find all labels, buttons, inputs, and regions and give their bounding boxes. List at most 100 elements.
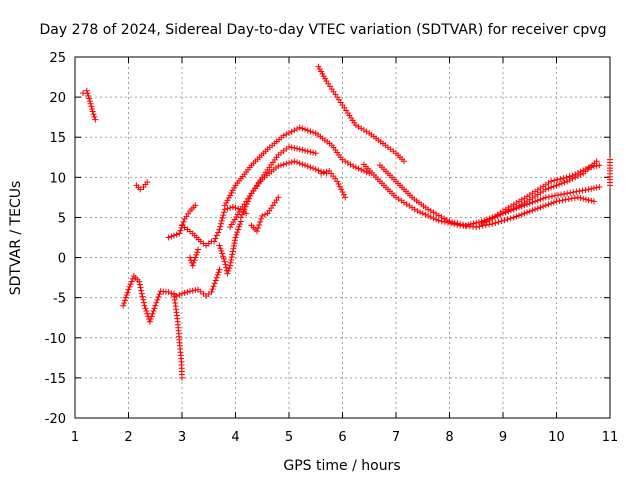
data-point: [259, 212, 266, 219]
data-point: [537, 196, 544, 203]
data-point: [352, 164, 359, 171]
data-point: [243, 210, 250, 217]
data-point: [212, 235, 219, 242]
data-point: [254, 225, 261, 232]
data-point: [323, 168, 330, 175]
data-point: [310, 129, 317, 136]
data-point: [220, 253, 227, 260]
data-point: [585, 164, 592, 171]
data-point: [291, 127, 298, 134]
data-points: [80, 63, 613, 381]
data-point: [296, 124, 303, 131]
data-point: [291, 158, 298, 165]
data-point: [335, 181, 342, 188]
data-point: [220, 212, 227, 219]
data-point: [302, 147, 309, 154]
data-point: [360, 167, 367, 174]
data-point: [121, 297, 128, 304]
data-point: [88, 105, 95, 112]
x-tick-label: 7: [392, 430, 400, 445]
data-point: [87, 100, 94, 107]
data-point: [560, 175, 567, 182]
data-point: [261, 211, 268, 218]
data-point: [320, 169, 327, 176]
data-point: [223, 199, 230, 206]
data-point: [554, 176, 561, 183]
data-point: [473, 219, 480, 226]
data-point: [310, 149, 317, 156]
data-point: [459, 221, 466, 228]
data-point: [430, 209, 437, 216]
data-point: [218, 217, 225, 224]
data-point: [568, 195, 575, 202]
data-point: [573, 188, 580, 195]
data-point: [590, 198, 597, 205]
data-point: [296, 146, 303, 153]
data-point: [283, 131, 290, 138]
data-point: [580, 195, 587, 202]
y-tick-label: 10: [49, 171, 66, 186]
data-point: [231, 240, 238, 247]
data-point: [211, 238, 218, 245]
data-point: [462, 222, 469, 229]
data-point: [307, 164, 314, 171]
data-point: [221, 258, 228, 265]
data-point: [122, 294, 129, 301]
data-point: [165, 289, 172, 296]
data-point: [548, 178, 555, 185]
data-point: [277, 162, 284, 169]
data-point: [192, 202, 199, 209]
data-point: [217, 223, 224, 230]
data-point: [137, 284, 144, 291]
data-point: [143, 308, 150, 315]
data-point: [168, 233, 175, 240]
data-point: [288, 144, 295, 151]
data-point: [446, 218, 453, 225]
data-point: [570, 189, 577, 196]
data-point: [457, 221, 464, 228]
data-point: [569, 172, 576, 179]
data-point: [229, 204, 236, 211]
data-point: [192, 287, 199, 294]
data-point: [513, 213, 520, 220]
data-point: [215, 229, 222, 236]
y-tick-label: 25: [49, 51, 66, 66]
data-point: [551, 192, 558, 199]
data-point: [294, 159, 301, 166]
y-tick-label: -5: [53, 292, 66, 307]
data-point: [212, 277, 219, 284]
data-point: [593, 162, 600, 169]
data-point: [562, 196, 569, 203]
y-tick-label: 15: [49, 131, 66, 146]
data-point: [532, 198, 539, 205]
data-point: [194, 249, 201, 256]
data-point: [86, 98, 93, 105]
y-tick-label: -10: [45, 332, 66, 347]
data-point: [219, 250, 226, 257]
data-point: [225, 267, 232, 274]
data-point: [227, 204, 234, 211]
data-point: [126, 283, 133, 290]
data-point: [310, 165, 317, 172]
data-point: [486, 221, 493, 228]
data-point: [236, 223, 243, 230]
data-point: [142, 305, 149, 312]
data-point: [288, 159, 295, 166]
data-point: [136, 278, 143, 285]
data-point: [120, 302, 127, 309]
data-point: [510, 214, 517, 221]
data-point: [307, 128, 314, 135]
data-point: [224, 197, 231, 204]
data-point: [516, 212, 523, 219]
data-point: [125, 286, 132, 293]
data-point: [548, 193, 555, 200]
data-point: [427, 207, 434, 214]
data-point: [215, 269, 222, 276]
data-point: [607, 182, 613, 189]
data-point: [427, 214, 434, 221]
x-tick-label: 5: [285, 430, 293, 445]
data-point: [556, 181, 563, 188]
data-point: [492, 219, 499, 226]
data-point: [280, 132, 287, 139]
x-tick-label: 8: [445, 430, 453, 445]
